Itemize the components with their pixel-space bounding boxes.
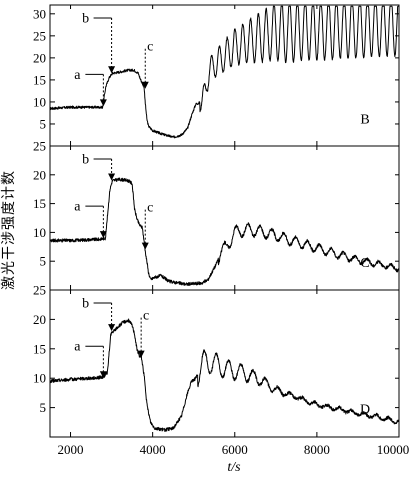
marker-label: a	[74, 200, 81, 215]
marker-label: b	[82, 12, 89, 27]
y-tick-label: 20	[33, 50, 46, 65]
marker-a: a	[74, 68, 107, 107]
series-line	[49, 177, 400, 286]
x-tick-label: 10000	[377, 442, 410, 457]
marker-label: b	[82, 297, 89, 312]
marker-a: a	[74, 200, 107, 239]
x-axis-label: t/s	[227, 460, 241, 475]
panel-label: D	[360, 402, 370, 417]
y-tick-label: 5	[40, 116, 47, 131]
y-tick-label: 15	[33, 341, 46, 356]
y-tick-label: 5	[40, 254, 47, 269]
plot-frame	[49, 289, 400, 438]
y-tick-label: 15	[33, 72, 46, 87]
x-tick-label: 6000	[222, 442, 248, 457]
panel-D: 5 10 15 20 25 a b c D	[33, 283, 400, 438]
panel-B: 5 10 15 20 25 30 a b c B	[33, 4, 400, 147]
marker-arrowhead	[99, 371, 107, 379]
y-tick-label: 25	[33, 283, 46, 298]
marker-c: c	[137, 309, 149, 358]
x-tick-label: 4000	[140, 442, 166, 457]
marker-arrowhead	[99, 99, 107, 107]
marker-c: c	[141, 201, 153, 250]
x-axis-tick-labels: 2000 4000 6000 8000 10000	[58, 442, 410, 457]
marker-b: b	[82, 12, 116, 74]
plot-frame	[49, 145, 400, 291]
marker-arrowhead	[99, 231, 107, 239]
x-tick-label: 8000	[304, 442, 330, 457]
marker-label: a	[74, 68, 81, 83]
series-line	[49, 5, 400, 139]
y-tick-label: 10	[33, 225, 46, 240]
marker-c: c	[141, 40, 153, 89]
plot-frame	[49, 4, 400, 147]
marker-b: b	[82, 153, 116, 181]
panel-C: 5 10 15 20 25 a b c C	[33, 139, 400, 291]
marker-arrowhead	[137, 350, 145, 358]
y-tick-label: 10	[33, 371, 46, 386]
marker-a: a	[74, 340, 107, 379]
y-tick-label: 30	[33, 6, 46, 21]
marker-b: b	[82, 297, 116, 332]
marker-arrowhead	[108, 324, 116, 332]
marker-label: b	[82, 153, 89, 168]
marker-arrowhead	[108, 173, 116, 181]
marker-label: c	[147, 40, 153, 55]
y-tick-label: 5	[40, 400, 47, 415]
marker-arrowhead	[108, 66, 116, 74]
y-axis-label: 激光干涉强度计数	[0, 170, 17, 290]
panel-label: B	[360, 112, 369, 127]
panels: 5 10 15 20 25 30 a b c B 5 10 15 20 25 a b c C 5 10 15 20 25 a b c…	[33, 4, 400, 438]
marker-arrowhead	[141, 242, 149, 250]
y-tick-label: 15	[33, 196, 46, 211]
y-tick-label: 10	[33, 94, 46, 109]
marker-arrowhead	[141, 81, 149, 89]
y-tick-label: 25	[33, 28, 46, 43]
y-tick-label: 20	[33, 312, 46, 327]
y-tick-label: 25	[33, 139, 46, 154]
panel-label: C	[360, 256, 369, 271]
marker-label: a	[74, 340, 81, 355]
marker-label: c	[143, 309, 149, 324]
y-tick-label: 20	[33, 167, 46, 182]
series-line	[49, 318, 400, 432]
x-tick-label: 2000	[58, 442, 84, 457]
marker-label: c	[147, 201, 153, 216]
